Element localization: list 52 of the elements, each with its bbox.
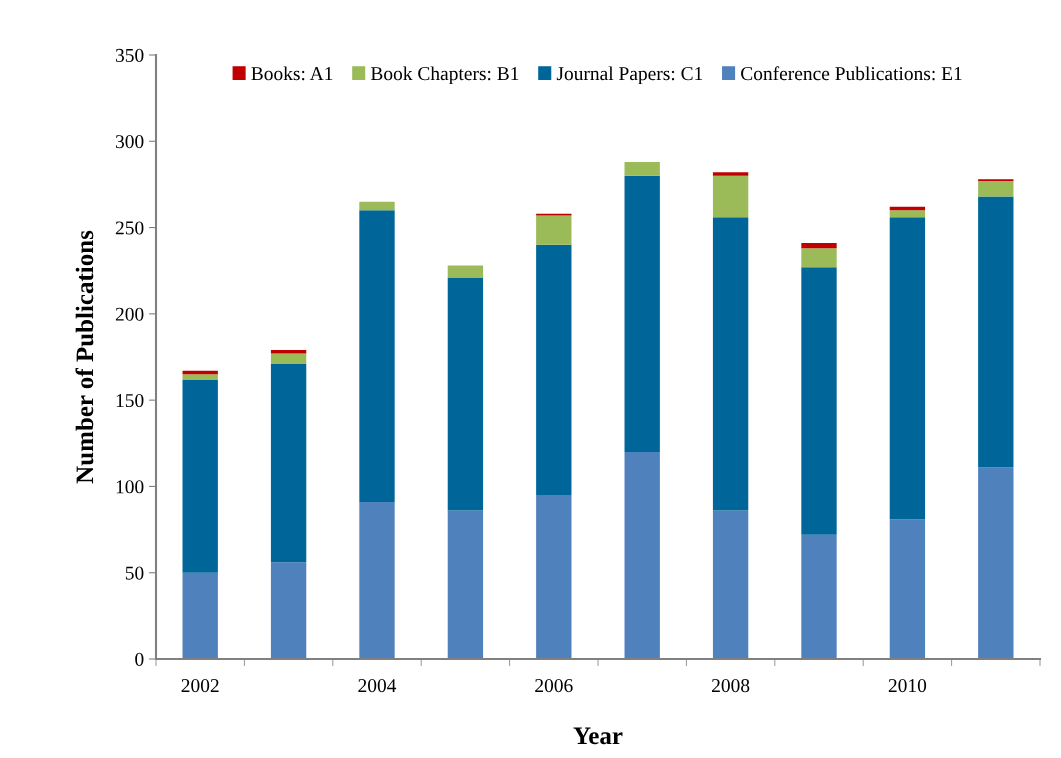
bar [447, 265, 484, 278]
bar [712, 510, 749, 659]
y-axis-title: Number of Publications [75, 230, 94, 484]
y-tick-label: 150 [116, 393, 144, 408]
legend-label: Conference Publications: E1 [741, 66, 962, 81]
y-tick-label: 0 [135, 652, 144, 666]
x-tick-label: 2002 [181, 679, 219, 693]
x-tick-label: 2004 [358, 679, 397, 693]
x-axis-title: Year [573, 727, 623, 745]
bar [801, 248, 837, 268]
bar [712, 175, 749, 218]
bar [182, 572, 218, 659]
bar [624, 161, 660, 176]
bar [359, 201, 395, 211]
bar [978, 180, 1014, 197]
bar [182, 374, 218, 380]
bar [889, 519, 926, 659]
y-tick-label: 100 [116, 480, 144, 494]
y-tick-label: 250 [115, 221, 144, 235]
bar [889, 217, 926, 520]
legend-label: Books: A1 [251, 66, 333, 81]
bar [536, 215, 572, 245]
bar [801, 267, 837, 535]
bar [359, 501, 395, 659]
x-tick-label: 2010 [888, 679, 927, 693]
bar [270, 353, 307, 364]
bar [712, 172, 749, 176]
bar [801, 243, 837, 249]
bar [270, 350, 307, 354]
bar [801, 534, 837, 659]
x-tick-label: 2006 [535, 679, 573, 693]
bar [624, 451, 660, 659]
bar [359, 210, 395, 502]
legend-label: Book Chapters: B1 [370, 66, 519, 85]
bar [624, 175, 660, 452]
bar [182, 379, 218, 573]
bar [536, 244, 572, 496]
y-tick-label: 200 [115, 307, 144, 321]
legend-label: Journal Papers: C1 [556, 66, 703, 85]
y-tick-label: 300 [115, 135, 144, 149]
bar [978, 196, 1014, 468]
bar [712, 217, 749, 511]
bar [447, 277, 484, 511]
y-tick-label: 50 [125, 566, 144, 580]
x-tick-label: 2008 [712, 679, 750, 693]
bar [270, 363, 307, 563]
bar [889, 210, 926, 218]
y-tick-label: 350 [115, 48, 144, 62]
bar [270, 562, 307, 659]
bar [978, 467, 1014, 659]
bar [447, 510, 484, 659]
bar [536, 495, 572, 659]
